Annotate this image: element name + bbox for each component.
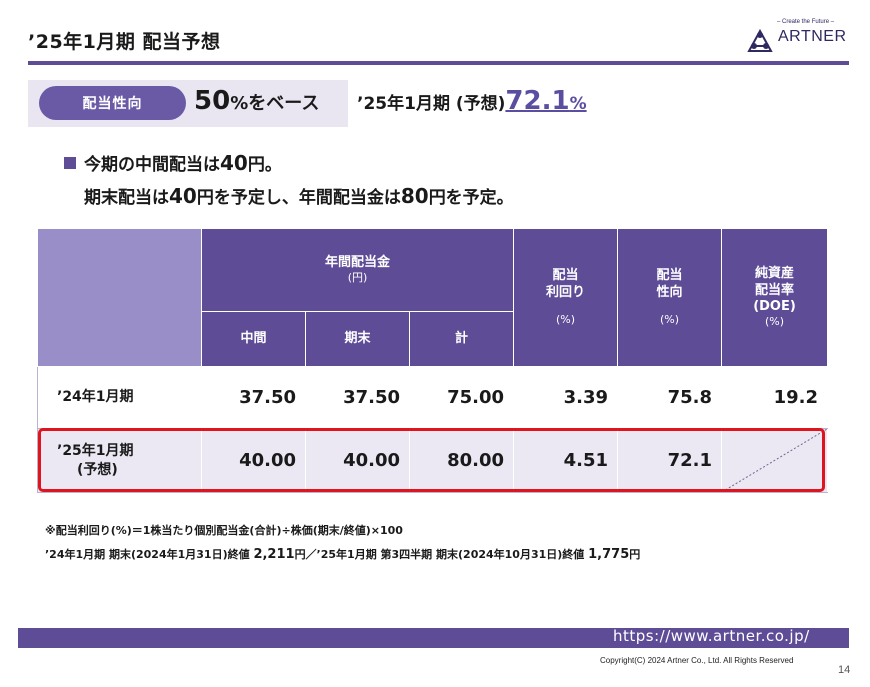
policy-base-suffix: %をベース bbox=[230, 93, 320, 114]
cell-interim: 37.50 bbox=[201, 366, 306, 429]
footnote-text: 円 bbox=[629, 548, 641, 561]
note-text: 円を予定し、年間配当金は bbox=[196, 188, 401, 208]
forecast-value: 72.1 bbox=[505, 86, 570, 116]
footer-bar bbox=[18, 628, 849, 648]
company-logo: – Create the Future – ARTNER bbox=[745, 19, 849, 53]
header-total: 計 bbox=[408, 311, 515, 367]
note-line-1: 今期の中間配当は40円。 bbox=[84, 150, 282, 175]
cell-yearend: 40.00 bbox=[305, 428, 410, 493]
logo-mark-icon bbox=[747, 29, 773, 52]
policy-base: 50 %をベース bbox=[194, 86, 319, 120]
header-annual-dividend: 年間配当金 (円) bbox=[200, 228, 515, 312]
note-number: 40 bbox=[169, 184, 197, 208]
note-number: 40 bbox=[220, 151, 248, 175]
page-number: 14 bbox=[838, 664, 851, 676]
header-label: 年間配当金 bbox=[325, 255, 391, 270]
header-label: 利回り bbox=[546, 284, 586, 300]
header-doe: 純資産 配当率 (DOE) (%) bbox=[721, 228, 829, 367]
header-yield: 配当 利回り (%) bbox=[513, 228, 619, 367]
bullet-square-icon bbox=[64, 157, 76, 169]
note-text: 円。 bbox=[247, 155, 282, 175]
table-corner bbox=[37, 228, 202, 367]
row-label: ’25年1月期 (予想) bbox=[37, 428, 202, 493]
policy-base-value: 50 bbox=[194, 86, 231, 116]
cell-yearend: 37.50 bbox=[305, 366, 410, 429]
footnote-text: 円／’25年1月期 第3四半期 期末(2024年10月31日)終値 bbox=[294, 548, 589, 561]
forecast-label: ’25年1月期 (予想) bbox=[357, 94, 506, 114]
header-unit: (%) bbox=[659, 312, 680, 326]
cell-yield: 3.39 bbox=[513, 366, 619, 429]
footnote-text: ’24年1月期 期末(2024年1月31日)終値 bbox=[45, 548, 254, 561]
header-yearend: 期末 bbox=[305, 311, 410, 367]
note-text: 円を予定。 bbox=[428, 188, 514, 208]
table-row-fy2025-forecast: ’25年1月期 (予想) 40.00 40.00 80.00 4.51 72.1 bbox=[37, 428, 829, 493]
footnote-price: 1,775 bbox=[588, 547, 630, 562]
row-label-line: ’25年1月期 bbox=[57, 443, 134, 460]
header-label: (DOE) bbox=[753, 298, 796, 314]
cell-yield: 4.51 bbox=[513, 428, 619, 493]
table-row-fy2024: ’24年1月期 37.50 37.50 75.00 3.39 75.8 19.2 bbox=[37, 366, 829, 429]
cell-total: 75.00 bbox=[408, 366, 515, 429]
note-text: 期末配当は bbox=[84, 188, 169, 208]
note-text: 今期の中間配当は bbox=[84, 155, 220, 175]
footnote-price: 2,211 bbox=[253, 547, 295, 562]
footnote-prices: ’24年1月期 期末(2024年1月31日)終値 2,211円／’25年1月期 … bbox=[45, 546, 640, 562]
title-divider bbox=[28, 61, 849, 65]
note-number: 80 bbox=[400, 184, 429, 208]
policy-pill: 配当性向 bbox=[39, 86, 186, 120]
cell-doe-empty bbox=[721, 428, 829, 493]
cell-payout: 75.8 bbox=[617, 366, 723, 429]
header-interim: 中間 bbox=[201, 311, 306, 367]
footnote-formula: ※配当利回り(%)＝1株当たり個別配当金(合計)÷株価(期末/終値)×100 bbox=[45, 524, 403, 537]
note-line-2: 期末配当は40円を予定し、年間配当金は80円を予定。 bbox=[84, 183, 514, 208]
cell-doe: 19.2 bbox=[721, 366, 829, 429]
header-payout: 配当 性向 (%) bbox=[617, 228, 723, 367]
dividend-table: 年間配当金 (円) 配当 利回り (%) 配当 性向 (%) 純資産 配当率 (… bbox=[37, 228, 829, 493]
header-label: 純資産 bbox=[755, 266, 795, 282]
diagonal-strike bbox=[722, 429, 827, 492]
row-label-line: (予想) bbox=[77, 461, 118, 478]
cell-payout: 72.1 bbox=[617, 428, 723, 493]
header-unit: (%) bbox=[555, 312, 576, 326]
header-label: 配当 bbox=[552, 268, 579, 284]
forecast-unit: % bbox=[569, 94, 587, 114]
forecast-row-highlight bbox=[38, 428, 825, 492]
header-unit: (円) bbox=[347, 271, 368, 285]
policy-forecast: ’25年1月期 (予想) 72.1% bbox=[357, 86, 587, 120]
header-label: 配当率 bbox=[755, 282, 795, 298]
row-label: ’24年1月期 bbox=[37, 366, 202, 429]
header-label: 配当 bbox=[656, 268, 683, 284]
footer-url[interactable]: https://www.artner.co.jp/ bbox=[613, 627, 810, 645]
logo-tagline: – Create the Future – bbox=[777, 19, 835, 25]
header-label: 性向 bbox=[656, 284, 683, 300]
page-title: ’25年1月期 配当予想 bbox=[28, 31, 221, 53]
header-unit: (%) bbox=[764, 315, 785, 328]
cell-total: 80.00 bbox=[408, 428, 515, 493]
logo-wordmark: ARTNER bbox=[778, 28, 847, 45]
footer-copyright: Copyright(C) 2024 Artner Co., Ltd. All R… bbox=[600, 656, 794, 665]
